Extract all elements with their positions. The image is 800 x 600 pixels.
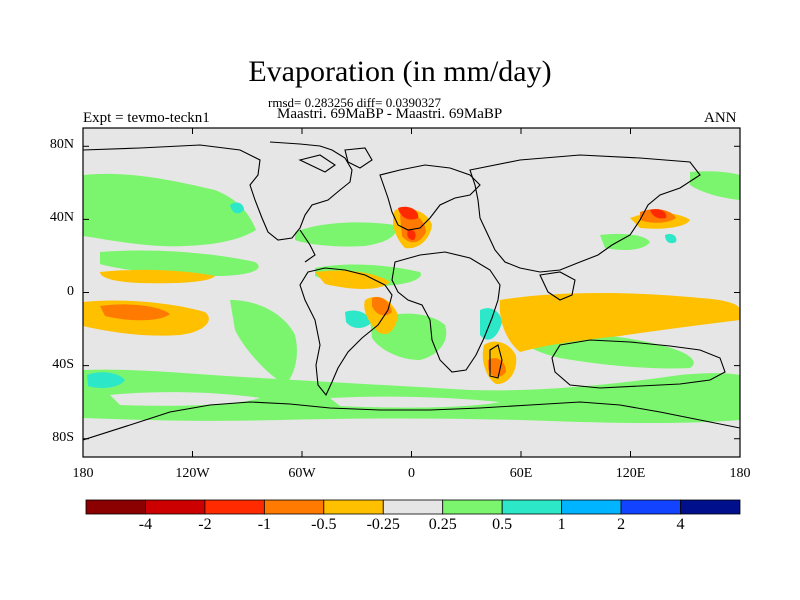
coastlines <box>83 141 740 441</box>
north-america-coast <box>83 141 353 241</box>
colorbar <box>85 499 741 515</box>
africa-coast <box>391 251 501 373</box>
colorbar-box <box>204 499 265 515</box>
west-pacific-band <box>600 233 650 250</box>
southern-ocean-band <box>83 369 740 424</box>
lon-label: 120W <box>175 466 210 481</box>
central-pacific-band <box>100 250 259 276</box>
northeast-pacific-band <box>690 171 740 200</box>
atlantic-gold <box>315 270 390 289</box>
colorbar-label: 0.5 <box>492 516 513 533</box>
north-atlantic-band <box>295 222 397 247</box>
colorbar-label: 0.25 <box>428 516 457 533</box>
india-coast <box>539 271 576 301</box>
colorbar-label: -0.25 <box>366 516 400 533</box>
europe-coast <box>379 164 481 231</box>
colorbar-label: 2 <box>617 516 626 533</box>
lat-label: 0 <box>67 283 74 299</box>
positive-anomaly-regions <box>83 171 740 424</box>
map-layer <box>83 128 740 457</box>
antarctica-coast <box>83 401 740 441</box>
lon-label: 60W <box>288 466 316 481</box>
experiment-label: Expt = tevmo-teckn1 <box>83 110 210 126</box>
colorbar-label: 1 <box>557 516 566 533</box>
north-pacific-band <box>83 173 256 247</box>
colorbar-box <box>680 499 741 515</box>
lat-label: 80S <box>52 429 74 445</box>
madagascar-coast <box>489 344 503 379</box>
axis-ticks <box>82 128 741 457</box>
season-label: ANN <box>704 110 737 126</box>
colorbar-box <box>145 499 206 515</box>
very-strong-negative-regions <box>398 206 667 240</box>
colorbar-box <box>263 499 325 515</box>
central-pacific-gold <box>100 269 215 284</box>
colorbar-box <box>501 499 563 515</box>
colorbar-label: -1 <box>257 516 272 533</box>
lon-label: 0 <box>408 466 415 481</box>
stats-line: rmsd= 0.283256 diff= 0.0390327 <box>268 95 441 110</box>
lat-label: 40S <box>52 356 74 372</box>
lat-label: 40N <box>49 210 74 226</box>
cases-label: Maastri. 69MaBP - Maastri. 69MaBP <box>277 106 503 122</box>
strong-negative-regions <box>100 209 676 377</box>
arctic-coast <box>298 154 336 173</box>
plot-title: Evaporation (in mm/day) <box>248 55 552 88</box>
lon-label: 120E <box>615 466 646 481</box>
colorbar-box <box>85 499 146 515</box>
lon-label: 180 <box>72 466 94 481</box>
lat-label: 80N <box>49 137 74 153</box>
lon-label: 180 <box>729 466 751 481</box>
southeast-pacific-band <box>230 300 297 385</box>
greenland-coast <box>344 147 373 169</box>
north-america-interior <box>299 229 316 263</box>
indian-ocean-gold <box>499 293 740 352</box>
colorbar-label: -4 <box>138 516 153 533</box>
colorbar-label: 4 <box>676 516 685 533</box>
south-america-coast <box>299 267 393 397</box>
australia-antarctica-coast <box>551 339 726 389</box>
asia-coast <box>469 154 701 273</box>
colorbar-box <box>382 499 444 515</box>
colorbar-label: -0.5 <box>311 516 337 533</box>
moderate-positive-regions <box>87 202 677 388</box>
colorbar-box <box>561 499 622 515</box>
lon-label: 60E <box>509 466 533 481</box>
neutral-regions <box>110 392 500 408</box>
colorbar-box <box>323 499 384 515</box>
colorbar-box <box>442 499 503 515</box>
colorbar-label: -2 <box>198 516 212 533</box>
colorbar-box <box>620 499 681 515</box>
